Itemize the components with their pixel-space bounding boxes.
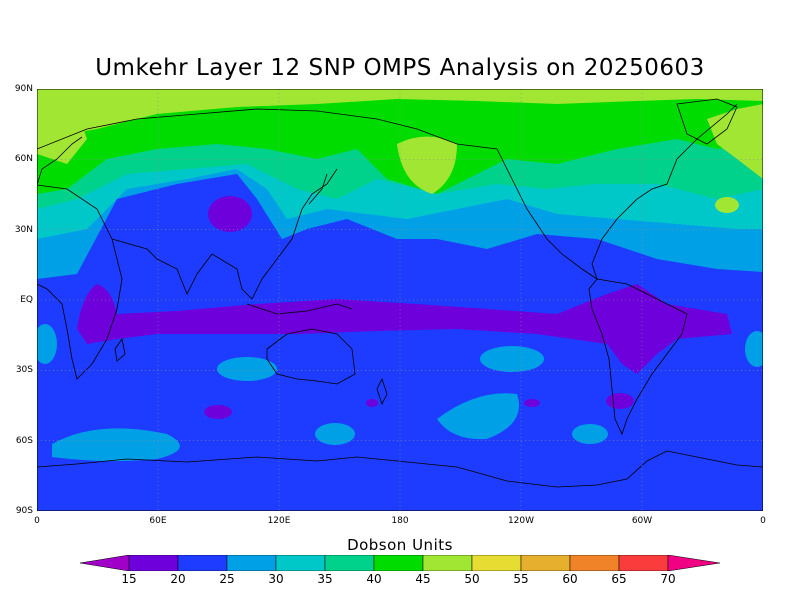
colorbar-tick: 25 xyxy=(219,572,235,586)
colorbar-seg-10 xyxy=(569,555,620,571)
spot-30-35-east xyxy=(745,331,763,367)
colorbar-tick: 50 xyxy=(464,572,480,586)
lat-label: 90N xyxy=(14,84,33,94)
lat-label: EQ xyxy=(20,295,33,305)
colorbar xyxy=(80,555,720,571)
map-title: Umkehr Layer 12 SNP OMPS Analysis on 202… xyxy=(95,55,705,81)
lon-label: 60W xyxy=(631,516,653,526)
colorbar-seg-6 xyxy=(373,555,424,571)
colorbar-seg-3 xyxy=(226,555,277,571)
band-30-35-south xyxy=(52,428,180,462)
colorbar-seg-0 xyxy=(80,555,130,571)
lat-label: 60N xyxy=(14,154,33,164)
band-30-35-south-pac xyxy=(437,393,519,440)
lon-label: 60E xyxy=(149,516,167,526)
lon-label: 0 xyxy=(34,516,40,526)
ozone-map xyxy=(37,89,763,511)
colorbar-seg-9 xyxy=(520,555,571,571)
band-50-55-north xyxy=(37,89,763,139)
lat-label: 60S xyxy=(15,436,33,446)
colorbar-seg-4 xyxy=(275,555,326,571)
spot-30-35-nz xyxy=(315,423,355,445)
band-50-55-west xyxy=(37,104,87,164)
colorbar-seg-5 xyxy=(324,555,375,571)
colorbar-tick: 70 xyxy=(660,572,676,586)
colorbar-tick: 30 xyxy=(268,572,284,586)
spot-30-35-pac2 xyxy=(480,346,544,372)
lon-label: 180 xyxy=(391,516,409,526)
colorbar-seg-7 xyxy=(422,555,473,571)
spot-40-45-atlantic xyxy=(715,197,739,213)
colorbar-seg-12 xyxy=(667,555,720,571)
colorbar-tick: 55 xyxy=(513,572,529,586)
colorbar-seg-1 xyxy=(128,555,179,571)
spot-15-20-asia xyxy=(208,196,252,232)
colorbar-seg-2 xyxy=(177,555,228,571)
lat-label: 30S xyxy=(15,365,33,375)
spot-30-35-ind xyxy=(217,357,277,381)
lat-label: 30N xyxy=(14,225,33,235)
grid-lines xyxy=(37,89,763,511)
colorbar-tick: 20 xyxy=(170,572,186,586)
lat-label: 90S xyxy=(15,506,33,516)
band-50-55-pacific xyxy=(397,136,457,194)
spot-30-35-west xyxy=(37,324,57,364)
spot-15-20-s4 xyxy=(366,399,378,407)
lon-label: 0 xyxy=(760,516,766,526)
colorbar-tick: 65 xyxy=(611,572,627,586)
coastlines xyxy=(37,98,763,488)
lon-label: 120W xyxy=(507,516,535,526)
spot-15-20-s2 xyxy=(524,399,540,407)
colorbar-tick: 45 xyxy=(415,572,431,586)
colorbar-tick: 40 xyxy=(366,572,382,586)
colorbar-title: Dobson Units xyxy=(347,536,453,554)
spot-30-35-sam xyxy=(572,424,608,444)
lon-label: 120E xyxy=(267,516,291,526)
colorbar-seg-8 xyxy=(471,555,522,571)
spot-15-20-s3 xyxy=(606,393,634,409)
colorbar-tick: 60 xyxy=(562,572,578,586)
band-50-55-east xyxy=(707,104,763,179)
colorbar-seg-11 xyxy=(618,555,669,571)
spot-15-20-s1 xyxy=(204,405,232,419)
band-15-20-tropics xyxy=(77,284,732,374)
colorbar-tick: 35 xyxy=(317,572,333,586)
colorbar-tick: 15 xyxy=(121,572,137,586)
